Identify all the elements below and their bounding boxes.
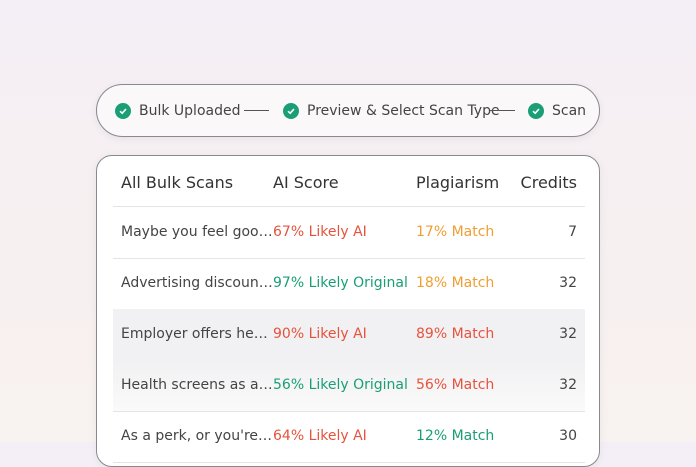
table-row[interactable]: Maybe you feel goo… 67% Likely AI 17% Ma… xyxy=(113,207,585,259)
table-row[interactable]: Advertising discoun… 97% Likely Original… xyxy=(113,258,585,310)
table-row[interactable]: Employer offers he… 90% Likely AI 89% Ma… xyxy=(113,309,585,361)
plagiarism: 12% Match xyxy=(416,428,495,444)
stepper: Bulk Uploaded Preview & Select Scan Type… xyxy=(96,84,600,137)
step: Bulk Uploaded xyxy=(115,85,240,136)
ai-score: 90% Likely AI xyxy=(273,326,367,342)
scans-table: All Bulk Scans AI Score Plagiarism Credi… xyxy=(96,155,600,467)
header-row: All Bulk Scans AI Score Plagiarism Credi… xyxy=(113,160,585,207)
plagiarism: 17% Match xyxy=(416,224,495,240)
step: Preview & Select Scan Type xyxy=(283,85,500,136)
step-connector xyxy=(244,110,269,111)
step-connector xyxy=(490,110,515,111)
ai-score: 56% Likely Original xyxy=(273,377,408,393)
table-row[interactable]: Health screens as a… 56% Likely Original… xyxy=(113,360,585,412)
credits: 32 xyxy=(559,275,577,291)
scan-name: As a perk, or you're… xyxy=(121,428,273,444)
scan-name: Employer offers he… xyxy=(121,326,268,342)
step: Scan xyxy=(528,85,586,136)
plagiarism: 56% Match xyxy=(416,377,495,393)
credits: 32 xyxy=(559,326,577,342)
step-label: Scan xyxy=(552,102,587,119)
plagiarism: 18% Match xyxy=(416,275,495,291)
step-label: Bulk Uploaded xyxy=(139,102,241,119)
header-cell: Plagiarism xyxy=(416,173,500,192)
check-icon xyxy=(283,102,299,119)
ai-score: 67% Likely AI xyxy=(273,224,367,240)
ai-score: 64% Likely AI xyxy=(273,428,367,444)
scan-name: Advertising discoun… xyxy=(121,275,273,291)
step-label: Preview & Select Scan Type xyxy=(307,102,500,119)
check-icon xyxy=(528,102,544,119)
scan-name: Maybe you feel goo… xyxy=(121,224,273,240)
plagiarism: 89% Match xyxy=(416,326,495,342)
header-cell: AI Score xyxy=(273,173,339,192)
ai-score: 97% Likely Original xyxy=(273,275,408,291)
credits: 32 xyxy=(559,377,577,393)
credits: 30 xyxy=(559,428,577,444)
check-icon xyxy=(115,102,131,119)
credits: 7 xyxy=(568,224,577,240)
table-row[interactable]: As a perk, or you're… 64% Likely AI 12% … xyxy=(113,411,585,463)
header-cell: All Bulk Scans xyxy=(121,173,234,192)
scan-name: Health screens as a… xyxy=(121,377,273,393)
header-cell: Credits xyxy=(520,173,577,192)
